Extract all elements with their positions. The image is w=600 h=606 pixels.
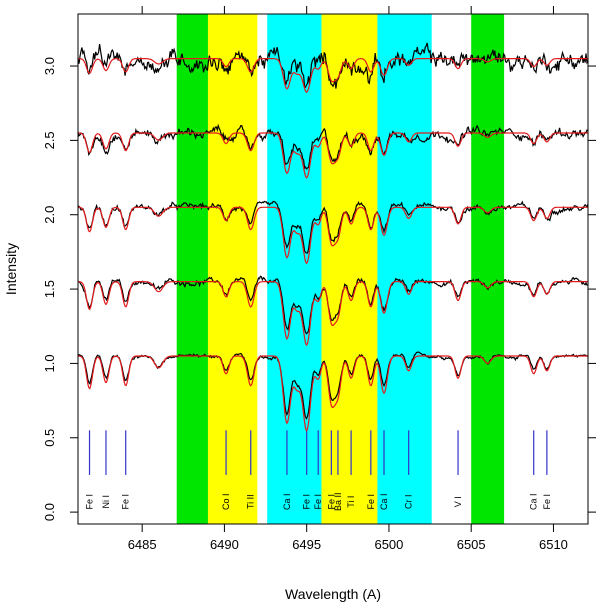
x-tick-label-0: 6485 <box>128 537 157 552</box>
band-3 <box>321 14 378 524</box>
x-tick-label-4: 6505 <box>457 537 486 552</box>
line-label-8: Fe I <box>326 494 336 510</box>
x-tick-label-5: 6510 <box>539 537 568 552</box>
x-axis-title: Wavelength (A) <box>285 586 381 602</box>
y-tick-label-0: 0.0 <box>42 503 57 521</box>
x-axis-ticks: 6485 6490 6495 6500 6505 6510 <box>128 6 568 552</box>
line-label-6: Fe I <box>302 494 312 510</box>
model-spectrum-1 <box>78 281 588 347</box>
band-0 <box>176 14 208 524</box>
wavelength-bands <box>176 14 505 524</box>
band-1 <box>207 14 258 524</box>
spectra-group <box>77 42 589 433</box>
line-label-12: Ca I <box>379 493 389 510</box>
line-label-5: Ca I <box>282 493 292 510</box>
line-label-16: Fe I <box>542 494 552 510</box>
model-spectrum-0 <box>78 355 588 433</box>
x-tick-label-3: 6500 <box>374 537 403 552</box>
line-label-1: Ni I <box>101 495 111 509</box>
line-label-14: V I <box>453 496 463 507</box>
y-tick-label-3: 1.5 <box>42 280 57 298</box>
y-tick-label-2: 1.0 <box>42 354 57 372</box>
line-label-15: Ca I <box>529 493 539 510</box>
y-tick-label-1: 0.5 <box>42 429 57 447</box>
model-spectrum-2 <box>78 206 588 265</box>
y-axis-ticks: 0.0 0.5 1.0 1.5 2.0 2.5 3.0 <box>42 57 596 521</box>
line-label-7: Fe I <box>313 494 323 510</box>
model-spectrum-4 <box>78 58 588 94</box>
line-marker-labels: Fe I Ni I Fe I Co I Ti II Ca I Fe I Fe I Fe IBa … <box>85 492 552 511</box>
model-spectrum-3 <box>78 132 588 179</box>
y-axis-title: Intensity <box>3 243 19 295</box>
plot-frame <box>77 13 589 525</box>
y-tick-label-4: 2.0 <box>42 206 57 224</box>
line-label-0: Fe I <box>85 494 95 510</box>
line-label-3: Co I <box>221 493 231 510</box>
line-label-10: Ti I <box>346 496 356 508</box>
line-label-9: Ba II <box>333 492 343 511</box>
band-2 <box>267 14 322 524</box>
x-tick-label-1: 6490 <box>210 537 239 552</box>
y-tick-label-5: 2.5 <box>42 131 57 149</box>
line-label-4: Ti II <box>246 494 256 509</box>
x-tick-label-2: 6495 <box>292 537 321 552</box>
line-label-2: Fe I <box>121 494 131 510</box>
line-label-13: Cr I <box>404 494 414 509</box>
line-markers <box>88 430 548 475</box>
band-5 <box>471 14 505 524</box>
y-tick-label-6: 3.0 <box>42 57 57 75</box>
band-4 <box>377 14 432 524</box>
line-label-11: Fe I <box>366 494 376 510</box>
